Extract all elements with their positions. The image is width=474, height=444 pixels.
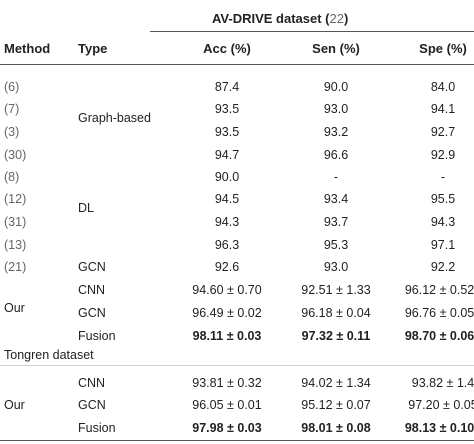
cell-spe: 92.2 <box>430 260 456 274</box>
cell-acc: 93.5 <box>214 102 240 116</box>
bottom-rule <box>0 440 474 441</box>
dataset-title-text: AV-DRIVE dataset ( <box>212 11 330 26</box>
cell-sen: 95.3 <box>323 238 349 252</box>
cell-acc: 94.3 <box>214 215 240 229</box>
cell-spe: 97.20 ± 0.05 <box>408 398 474 412</box>
header-rule <box>0 64 474 65</box>
cell-spe: - <box>440 170 446 184</box>
cell-acc: 93.81 ± 0.32 <box>192 376 262 390</box>
cell-spe: 93.82 ± 1.4 <box>411 376 474 390</box>
cell-acc: 96.49 ± 0.02 <box>192 306 262 320</box>
cell-sen: 96.6 <box>323 148 349 162</box>
cell-spe: 96.76 ± 0.055 <box>404 306 474 320</box>
cell-acc: 94.7 <box>214 148 240 162</box>
cell-acc: 90.0 <box>214 170 240 184</box>
cell-sen: - <box>333 170 339 184</box>
cell-type: GCN <box>78 260 106 274</box>
cell-acc: 94.5 <box>214 192 240 206</box>
cell-sen: 93.0 <box>323 102 349 116</box>
cell-spe: 97.1 <box>430 238 456 252</box>
header-spe: Spe (%) <box>419 41 467 56</box>
cell-acc: 98.11 ± 0.03 <box>192 329 262 343</box>
cell-method: (8) <box>4 170 20 184</box>
cell-method: (31) <box>4 215 27 229</box>
cell-method: (21) <box>4 260 27 274</box>
header-type: Type <box>78 41 108 56</box>
cell-sen: 94.02 ± 1.34 <box>301 376 371 390</box>
title-rule <box>150 31 474 32</box>
cell-method: (13) <box>4 238 27 252</box>
group-graph-based: Graph-based <box>78 111 151 125</box>
cell-spe: 98.70 ± 0.060 <box>404 329 474 343</box>
cell-spe: 98.13 ± 0.100 <box>404 421 474 435</box>
cell-sen: 95.12 ± 0.07 <box>301 398 371 412</box>
group-our-avdrive: Our <box>4 301 25 315</box>
dataset-title-ref: 22 <box>329 11 344 26</box>
cell-acc: 96.05 ± 0.01 <box>192 398 262 412</box>
cell-acc: 87.4 <box>214 80 240 94</box>
cell-sen: 97.32 ± 0.11 <box>301 329 371 343</box>
cell-method: (6) <box>4 80 20 94</box>
cell-sen: 93.0 <box>323 260 349 274</box>
section-rule <box>0 365 474 366</box>
cell-spe: 96.12 ± 0.520 <box>404 283 474 297</box>
group-our-tongren: Our <box>4 398 25 412</box>
cell-method: (12) <box>4 192 27 206</box>
cell-acc: 94.60 ± 0.70 <box>192 283 262 297</box>
cell-method: (30) <box>4 148 27 162</box>
cell-type: Fusion <box>78 421 116 435</box>
cell-acc: 97.98 ± 0.03 <box>192 421 262 435</box>
cell-type: GCN <box>78 398 106 412</box>
cell-sen: 98.01 ± 0.08 <box>301 421 371 435</box>
header-sen: Sen (%) <box>312 41 360 56</box>
cell-spe: 94.3 <box>430 215 456 229</box>
cell-spe: 92.7 <box>430 125 456 139</box>
cell-method: (7) <box>4 102 20 116</box>
dataset-title-close: ) <box>343 11 349 26</box>
group-dl: DL <box>78 201 94 215</box>
dataset-title: AV-DRIVE dataset (22) <box>212 12 348 26</box>
cell-acc: 93.5 <box>214 125 240 139</box>
cell-spe: 84.0 <box>430 80 456 94</box>
header-acc: Acc (%) <box>203 41 251 56</box>
cell-acc: 92.6 <box>214 260 240 274</box>
cell-spe: 92.9 <box>430 148 456 162</box>
cell-type: Fusion <box>78 329 116 343</box>
cell-sen: 93.2 <box>323 125 349 139</box>
cell-acc: 96.3 <box>214 238 240 252</box>
cell-type: GCN <box>78 306 106 320</box>
cell-sen: 93.7 <box>323 215 349 229</box>
cell-sen: 90.0 <box>323 80 349 94</box>
section-tongren: Tongren dataset <box>4 348 94 362</box>
cell-sen: 93.4 <box>323 192 349 206</box>
cell-method: (3) <box>4 125 20 139</box>
header-method: Method <box>4 41 51 56</box>
cell-sen: 96.18 ± 0.04 <box>301 306 371 320</box>
cell-spe: 95.5 <box>430 192 456 206</box>
cell-type: CNN <box>78 376 106 390</box>
cell-type: CNN <box>78 283 106 297</box>
cell-sen: 92.51 ± 1.33 <box>301 283 371 297</box>
cell-spe: 94.1 <box>430 102 456 116</box>
